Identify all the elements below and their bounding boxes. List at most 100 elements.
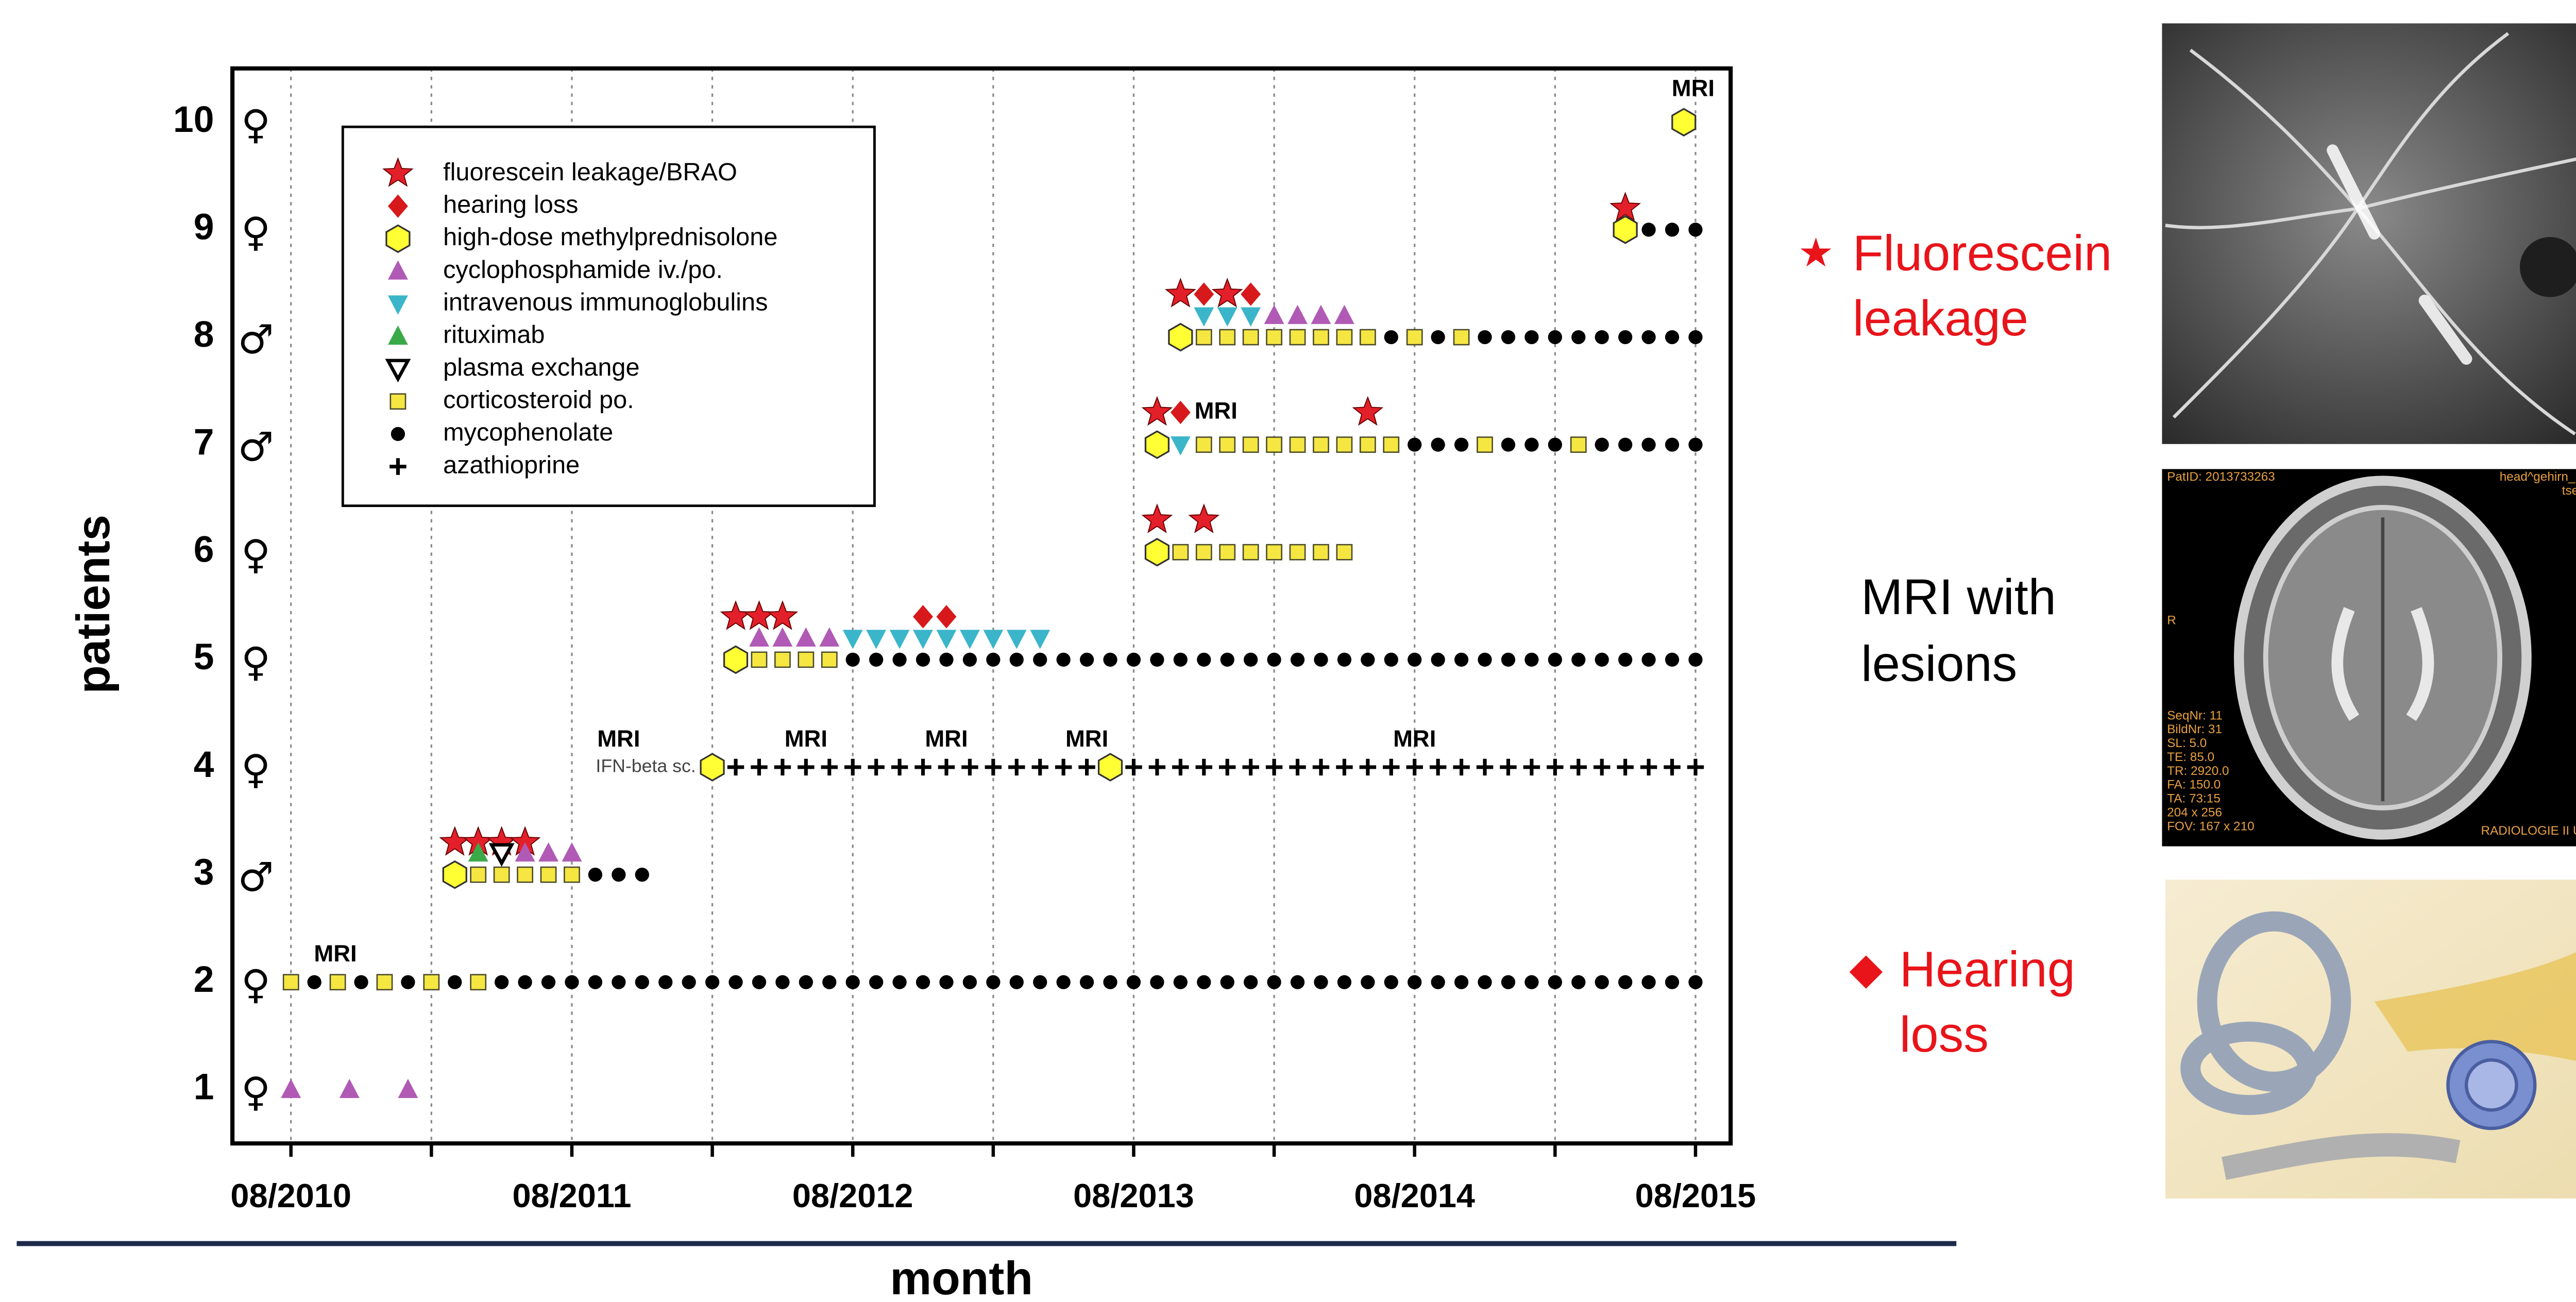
event-marker: [1431, 330, 1445, 344]
event-marker: [1196, 330, 1211, 345]
mri-overlay-text: 204 x 256: [2167, 806, 2222, 820]
event-marker: [1501, 437, 1515, 451]
event-marker: [939, 653, 953, 667]
event-marker: [1665, 437, 1679, 451]
event-marker: [1221, 653, 1234, 667]
event-marker: [1595, 975, 1609, 989]
x-tick-label: 08/2015: [1635, 1177, 1756, 1214]
panel-label: leakage: [1853, 290, 2028, 346]
event-marker: [1665, 330, 1679, 344]
event-marker: [1244, 653, 1258, 667]
event-marker: [1688, 437, 1702, 451]
event-marker: [1196, 437, 1211, 452]
event-marker: [1150, 975, 1164, 989]
event-marker: [1243, 330, 1258, 345]
event-marker: [1571, 330, 1585, 344]
event-marker: [588, 868, 602, 882]
event-marker: [1477, 437, 1492, 452]
event-marker: [752, 652, 767, 667]
event-marker: [1057, 975, 1071, 989]
legend-label: corticosteroid po.: [443, 386, 634, 414]
event-marker: [1337, 545, 1352, 560]
annotation: IFN-beta sc.: [596, 755, 696, 776]
event-marker: [1057, 653, 1071, 667]
event-marker: [1524, 975, 1538, 989]
event-marker: [1150, 653, 1164, 667]
event-marker: [939, 975, 953, 989]
event-marker: [1548, 437, 1562, 451]
event-marker: [701, 754, 724, 781]
event-marker: [1174, 975, 1188, 989]
x-tick-label: 08/2011: [512, 1177, 631, 1214]
event-marker: [1501, 330, 1515, 344]
event-marker: [775, 975, 789, 989]
event-marker: [517, 867, 532, 882]
event-marker: [1220, 545, 1235, 560]
event-marker: [658, 975, 672, 989]
event-marker: [443, 861, 466, 888]
event-marker: [1337, 437, 1352, 452]
event-marker: [1220, 330, 1235, 345]
event-marker: [892, 975, 906, 989]
event-marker: [1431, 437, 1445, 451]
cochlea-turn: [2466, 1060, 2516, 1110]
event-marker: [588, 975, 602, 989]
event-marker: [330, 975, 345, 990]
event-marker: [1618, 437, 1632, 451]
panel-label: Fluorescein: [1853, 225, 2112, 281]
event-marker: [799, 975, 813, 989]
annotation: MRI: [597, 725, 640, 752]
event-marker: [1197, 653, 1211, 667]
mri-image: PatID: 2013733263RSeqNr: 11BildNr: 31SL:…: [2162, 469, 2576, 846]
event-marker: [752, 975, 766, 989]
event-marker: [1618, 975, 1632, 989]
legend-marker: [386, 225, 410, 252]
legend-label: hearing loss: [443, 191, 578, 218]
event-marker: [892, 653, 906, 667]
annotation: MRI: [1065, 725, 1108, 752]
y-tick-label: 2: [194, 959, 214, 1000]
gender-symbol: ♀: [241, 1069, 270, 1115]
event-marker: [635, 975, 649, 989]
event-marker: [1478, 330, 1492, 344]
y-tick-label: 3: [194, 852, 214, 893]
panel-symbol: ★: [1798, 230, 1834, 276]
event-marker: [1478, 653, 1492, 667]
event-marker: [1595, 330, 1609, 344]
y-tick-label: 4: [194, 744, 214, 785]
figure: PatID: 2013733263RSeqNr: 11BildNr: 31SL:…: [0, 0, 2576, 1302]
event-marker: [1103, 653, 1117, 667]
y-tick-label: 7: [194, 421, 214, 463]
event-marker: [963, 975, 977, 989]
annotation: MRI: [314, 940, 357, 967]
event-marker: [1665, 653, 1679, 667]
event-marker: [775, 652, 790, 667]
annotation: MRI: [785, 725, 827, 752]
event-marker: [1337, 653, 1351, 667]
event-marker: [1524, 330, 1538, 344]
event-marker: [1501, 653, 1515, 667]
event-marker: [564, 867, 579, 882]
legend-label: intravenous immunoglobulins: [443, 289, 768, 316]
legend-label: fluorescein leakage/BRAO: [443, 158, 737, 186]
event-marker: [1641, 653, 1655, 667]
event-marker: [916, 653, 930, 667]
y-tick-label: 8: [194, 314, 214, 355]
event-marker: [822, 652, 837, 667]
event-marker: [1243, 545, 1258, 560]
legend-label: high-dose methylprednisolone: [443, 223, 777, 251]
event-marker: [1548, 975, 1562, 989]
mri-overlay-text: TE: 85.0: [2167, 750, 2214, 764]
event-marker: [448, 975, 462, 989]
event-marker: [1571, 653, 1585, 667]
event-marker: [1010, 653, 1024, 667]
gender-symbol: ♀: [241, 962, 270, 1008]
event-marker: [1197, 975, 1211, 989]
event-marker: [1361, 653, 1375, 667]
event-marker: [1501, 975, 1515, 989]
legend-marker: [391, 427, 405, 441]
y-axis-title: patients: [67, 515, 120, 694]
mri-overlay-text: SL: 5.0: [2167, 736, 2207, 750]
event-marker: [424, 975, 439, 990]
legend-label: azathioprine: [443, 451, 580, 479]
